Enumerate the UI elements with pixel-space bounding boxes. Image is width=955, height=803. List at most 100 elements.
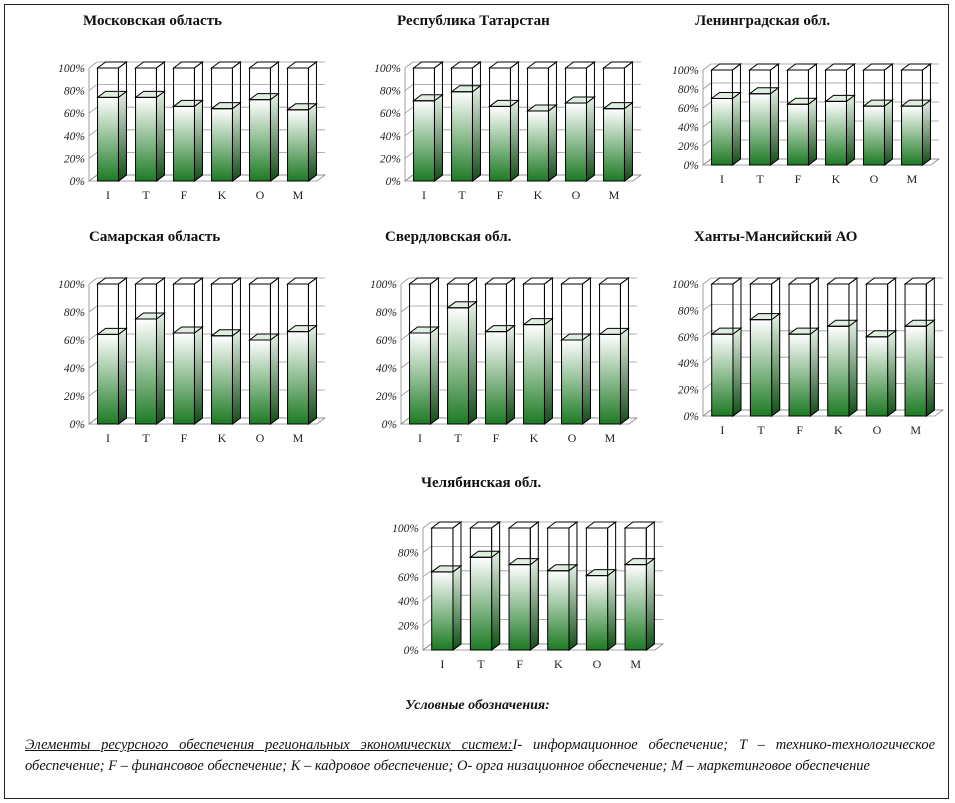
bar: [602, 61, 634, 182]
bar: [748, 277, 782, 417]
x-tick-label: M: [605, 431, 616, 445]
bar-chart: 0% 20% 40% 60% 80% 100% I T F K O M: [374, 60, 643, 202]
bar: [210, 61, 242, 182]
y-tick-label: 100%: [58, 63, 85, 75]
bar: [134, 277, 166, 425]
y-tick-label: 80%: [678, 305, 699, 317]
gridline: [400, 333, 410, 341]
chart-floor: [87, 174, 327, 182]
x-tick-label: F: [516, 657, 523, 671]
y-tick-label: 80%: [398, 547, 419, 559]
x-tick-label: F: [181, 188, 188, 202]
x-tick-label: F: [493, 431, 500, 445]
bar-chart: 0% 20% 40% 60% 80% 100% I T F K O M: [672, 62, 941, 186]
bar: [430, 521, 463, 651]
gridline: [88, 61, 98, 69]
x-tick-label: K: [534, 188, 543, 202]
gridline: [422, 619, 432, 626]
x-tick-label: K: [218, 431, 227, 445]
x-tick-label: O: [256, 431, 265, 445]
chart-floor: [701, 409, 945, 417]
bar: [862, 63, 894, 166]
x-tick-label: O: [572, 188, 581, 202]
y-tick-label: 0%: [70, 419, 85, 431]
bar: [864, 277, 898, 417]
chart-floor: [701, 158, 941, 166]
x-tick-label: F: [796, 423, 803, 437]
x-tick-label: F: [795, 172, 802, 186]
gridline: [422, 546, 432, 553]
bar: [96, 276, 128, 426]
gridline: [88, 277, 98, 285]
y-tick-label: 80%: [376, 307, 397, 319]
bar: [286, 61, 318, 182]
y-tick-label: 40%: [678, 122, 699, 134]
x-tick-label: I: [106, 431, 110, 445]
gridline: [400, 361, 410, 369]
bar-chart: 0% 20% 40% 60% 80% 100% I T F K O M: [58, 60, 327, 202]
x-tick-label: T: [757, 423, 765, 437]
figure-frame: Московская область Республика Татарстан …: [4, 4, 949, 799]
x-tick-label: I: [418, 431, 422, 445]
y-tick-label: 0%: [70, 176, 85, 188]
y-tick-label: 80%: [64, 86, 85, 98]
x-tick-label: M: [910, 423, 921, 437]
x-tick-label: M: [293, 431, 304, 445]
gridline: [702, 63, 712, 71]
chart-title: Свердловская обл.: [385, 229, 512, 245]
x-tick-label: M: [907, 172, 918, 186]
y-tick-label: 60%: [678, 103, 699, 115]
bar-chart: 0% 20% 40% 60% 80% 100% I T F K O M: [370, 276, 639, 445]
x-tick-label: O: [873, 423, 882, 437]
y-tick-label: 20%: [64, 153, 85, 165]
bar: [824, 63, 856, 166]
gridline: [88, 389, 98, 397]
gridline: [404, 152, 414, 159]
bar: [408, 276, 440, 426]
y-tick-label: 80%: [64, 307, 85, 319]
x-tick-label: I: [720, 423, 724, 437]
x-tick-label: F: [181, 431, 188, 445]
gridline: [702, 304, 712, 311]
x-tick-label: T: [458, 188, 466, 202]
bar: [903, 276, 936, 418]
gridline: [400, 389, 410, 397]
chart-title: Республика Татарстан: [397, 13, 550, 29]
legend-heading: Элементы ресурсного обеспечения регионал…: [25, 737, 513, 753]
y-tick-label: 100%: [672, 279, 699, 291]
y-tick-label: 80%: [380, 86, 401, 98]
gridline: [702, 277, 712, 285]
x-tick-label: K: [832, 172, 841, 186]
y-tick-label: 100%: [672, 65, 699, 77]
y-tick-label: 20%: [678, 141, 699, 153]
gridline: [702, 139, 712, 147]
gridline: [400, 277, 410, 285]
gridline: [422, 594, 432, 602]
y-tick-label: 60%: [376, 335, 397, 347]
x-tick-label: T: [477, 657, 485, 671]
gridline: [88, 152, 98, 159]
x-tick-label: K: [218, 188, 227, 202]
bar: [484, 277, 516, 425]
bar: [507, 521, 540, 651]
chart-title: Московская область: [83, 13, 222, 29]
x-tick-label: K: [554, 657, 563, 671]
chart-title: Ленинградская обл.: [695, 13, 831, 29]
gridline: [422, 570, 432, 578]
y-tick-label: 60%: [380, 108, 401, 120]
bar: [900, 63, 932, 166]
gridline: [88, 129, 98, 137]
gridline: [88, 333, 98, 341]
x-tick-label: O: [256, 188, 265, 202]
gridline: [702, 101, 712, 109]
x-tick-label: T: [756, 172, 764, 186]
gridline: [702, 330, 712, 338]
y-tick-label: 20%: [64, 391, 85, 403]
bar: [412, 60, 444, 183]
bar: [584, 521, 618, 651]
x-tick-label: I: [422, 188, 426, 202]
x-tick-label: O: [593, 657, 602, 671]
y-tick-label: 0%: [404, 645, 419, 657]
y-tick-label: 40%: [64, 363, 85, 375]
gridline: [702, 82, 712, 90]
